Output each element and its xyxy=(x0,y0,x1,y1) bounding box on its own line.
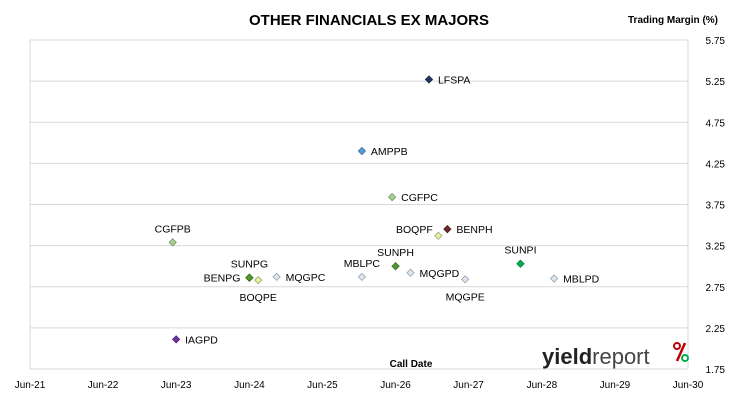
y-tick-labels: 1.75 2.25 2.75 3.25 3.75 4.25 4.75 5.25 5.75 xyxy=(706,36,726,376)
point-label-benph: BENPH xyxy=(456,224,492,236)
y-tick-label: 3.75 xyxy=(706,201,726,212)
point-label-iagpd: IAGPD xyxy=(185,334,218,346)
x-tick-label: Jun-26 xyxy=(380,380,411,391)
percent-icon xyxy=(673,342,689,362)
point-cgfpb xyxy=(168,238,177,247)
point-label-cgfpc: CGFPC xyxy=(401,192,438,204)
point-label-mqgpd: MQGPD xyxy=(420,268,460,280)
x-tick-label: Jun-25 xyxy=(307,380,338,391)
point-sunpi xyxy=(516,259,525,268)
point-mqgpd xyxy=(406,268,415,277)
y-tick-label: 4.25 xyxy=(706,159,726,170)
yieldreport-logo: yieldreport xyxy=(542,342,689,369)
y-axis-label: Trading Margin (%) xyxy=(628,15,718,26)
x-tick-label: Jun-29 xyxy=(600,380,631,391)
x-axis-label: Call Date xyxy=(390,359,433,370)
y-tick-label: 3.25 xyxy=(706,242,726,253)
point-label-cgfpb: CGFPB xyxy=(155,223,191,235)
x-tick-label: Jun-28 xyxy=(527,380,558,391)
x-tick-label: Jun-24 xyxy=(234,380,265,391)
point-cgfpc xyxy=(387,192,397,202)
point-boqpe xyxy=(254,276,263,285)
point-label-amppb: AMPPB xyxy=(371,146,408,158)
point-mblpd xyxy=(549,274,559,283)
point-labels: LFSPA AMPPB CGFPC CGFPB BENPH BOQPF SUNPI SUNPH… xyxy=(155,74,600,346)
y-tick-label: 1.75 xyxy=(706,365,726,376)
point-benpg xyxy=(245,273,254,282)
point-iagpd xyxy=(171,335,181,344)
point-label-boqpf: BOQPF xyxy=(396,224,433,236)
point-label-benpg: BENPG xyxy=(204,273,241,285)
point-mblpc xyxy=(357,272,367,282)
y-tick-label: 2.75 xyxy=(706,283,726,294)
point-label-mqgpc: MQGPC xyxy=(286,272,326,284)
point-label-boqpe: BOQPE xyxy=(240,292,277,304)
y-tick-label: 4.75 xyxy=(706,118,726,129)
y-tick-label: 2.25 xyxy=(706,324,726,335)
y-tick-label: 5.75 xyxy=(706,36,726,47)
point-label-sunpi: SUNPI xyxy=(504,245,536,257)
svg-text:yieldreport: yieldreport xyxy=(542,344,650,369)
point-label-mqgpe: MQGPE xyxy=(446,291,485,303)
point-label-mblpc: MBLPC xyxy=(344,258,381,270)
point-lfspa xyxy=(424,75,434,84)
x-tick-label: Jun-23 xyxy=(161,380,192,391)
y-tick-label: 5.25 xyxy=(706,77,726,88)
logo-text-light: report xyxy=(592,344,649,369)
x-tick-labels: Jun-21 Jun-22 Jun-23 Jun-24 Jun-25 Jun-26 Jun-… xyxy=(15,380,704,391)
point-label-sunpg: SUNPG xyxy=(231,259,268,271)
logo-text-bold: yield xyxy=(542,344,592,369)
x-tick-label: Jun-30 xyxy=(673,380,704,391)
point-label-lfspa: LFSPA xyxy=(438,74,470,86)
x-tick-label: Jun-22 xyxy=(88,380,119,391)
point-sunph xyxy=(391,262,400,271)
point-label-mblpd: MBLPD xyxy=(563,274,600,286)
point-label-sunph: SUNPH xyxy=(377,247,414,259)
point-benph xyxy=(443,225,452,234)
x-tick-label: Jun-21 xyxy=(15,380,46,391)
point-amppb xyxy=(357,146,367,156)
point-mqgpc xyxy=(272,272,281,282)
data-points xyxy=(168,75,559,344)
chart-title: OTHER FINANCIALS EX MAJORS xyxy=(249,12,489,29)
gridlines xyxy=(29,39,689,370)
point-mqgpe xyxy=(461,275,470,284)
point-boqpf xyxy=(434,231,443,240)
x-tick-label: Jun-27 xyxy=(453,380,484,391)
